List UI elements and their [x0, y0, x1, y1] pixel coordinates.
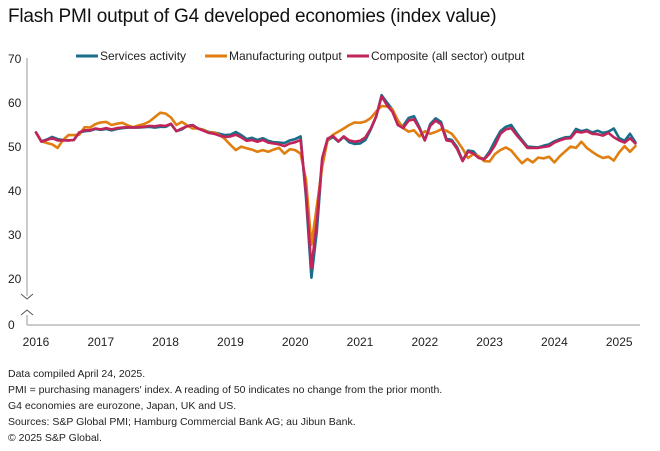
x-tick-label: 2022 [411, 335, 438, 349]
x-axis-ticks: 2016 2017 2018 2019 2020 2021 2022 2023 2024 2025 [23, 335, 633, 349]
axes [20, 58, 640, 326]
x-tick-label: 2024 [541, 335, 568, 349]
y-tick-label: 0 [8, 318, 15, 332]
legend-services-activity: Services activity [76, 49, 186, 63]
series-lines [34, 93, 637, 280]
y-tick-label: 50 [8, 140, 22, 154]
x-tick-label: 2023 [476, 335, 503, 349]
x-tick-label: 2018 [152, 335, 179, 349]
y-tick-label: 40 [8, 184, 22, 198]
legend-manufacturing-output: Manufacturing output [205, 49, 342, 63]
legend-label: Composite (all sector) output [371, 49, 525, 63]
x-tick-label: 2021 [347, 335, 374, 349]
y-tick-label: 20 [8, 272, 22, 286]
y-tick-label: 70 [8, 52, 22, 66]
y-axis-ticks: 0 20 30 40 50 60 70 [8, 52, 22, 332]
axis-break-mark [20, 309, 34, 316]
note-sources: Sources: S&P Global PMI; Hamburg Commerc… [8, 416, 356, 428]
x-tick-label: 2020 [282, 335, 309, 349]
chart-title: Flash PMI output of G4 developed economi… [8, 6, 497, 27]
legend-label: Services activity [100, 49, 186, 63]
services-activity-line [34, 93, 637, 280]
x-tick-label: 2017 [87, 335, 114, 349]
composite-output-line [34, 95, 637, 270]
note-copyright: © 2025 S&P Global. [8, 432, 102, 444]
note-g4-definition: G4 economies are eurozone, Japan, UK and… [8, 400, 237, 412]
x-tick-label: 2025 [606, 335, 633, 349]
note-pmi-definition: PMI = purchasing managers' index. A read… [8, 384, 443, 396]
chart-notes: Data compiled April 24, 2025. PMI = purc… [8, 366, 442, 446]
axis-break-mark [20, 293, 34, 300]
y-tick-label: 30 [8, 228, 22, 242]
legend-label: Manufacturing output [229, 49, 342, 63]
legend-composite-output: Composite (all sector) output [347, 49, 525, 63]
y-tick-label: 60 [8, 96, 22, 110]
x-tick-label: 2016 [23, 335, 50, 349]
note-data-compiled: Data compiled April 24, 2025. [8, 368, 146, 380]
legend: Services activity Manufacturing output Com… [76, 49, 525, 63]
x-tick-label: 2019 [217, 335, 244, 349]
